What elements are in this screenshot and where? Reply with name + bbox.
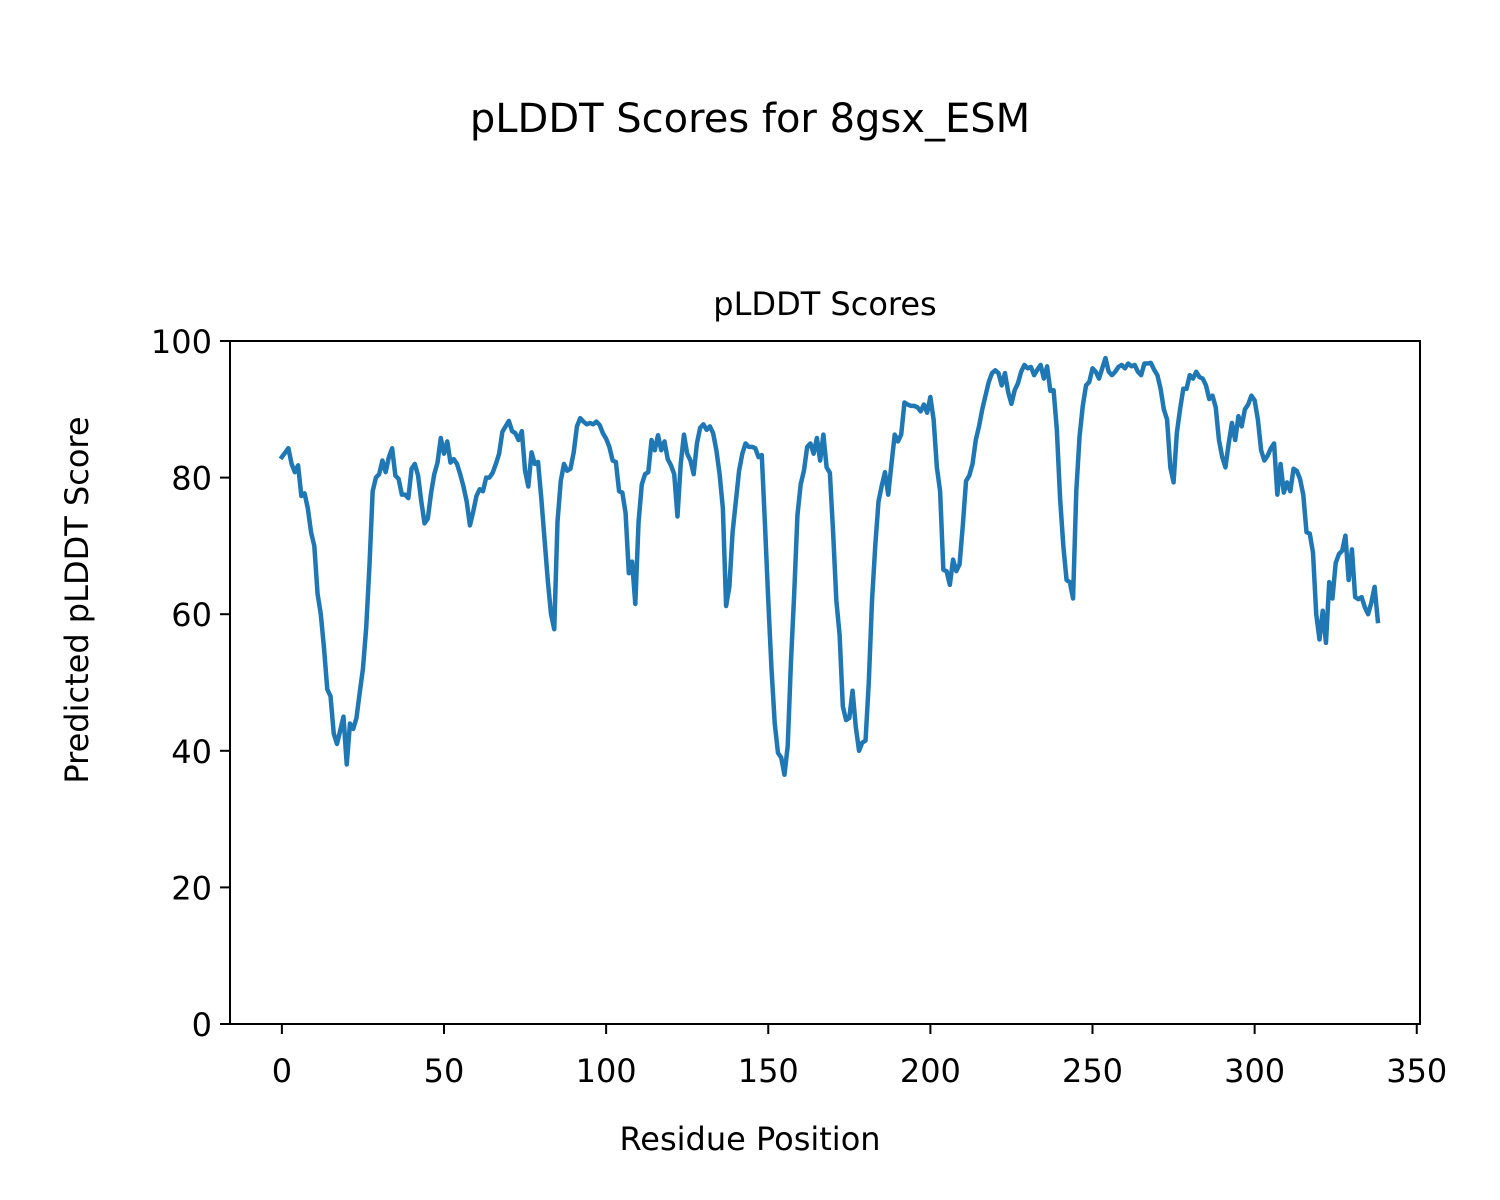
x-tick-label: 250 xyxy=(1062,1052,1123,1090)
axes-title: pLDDT Scores xyxy=(713,285,936,323)
y-tick-label: 20 xyxy=(171,869,212,907)
y-tick-label: 40 xyxy=(171,733,212,771)
x-axis-label: Residue Position xyxy=(619,1120,880,1158)
y-tick-label: 0 xyxy=(192,1006,212,1044)
y-tick-label: 60 xyxy=(171,596,212,634)
axes-frame xyxy=(229,340,1421,1025)
y-tick-label: 80 xyxy=(171,460,212,498)
y-tick-label: 100 xyxy=(151,323,212,361)
plot-area xyxy=(278,355,1381,777)
x-tick-label: 50 xyxy=(424,1052,465,1090)
x-tick-label: 150 xyxy=(738,1052,799,1090)
figure-suptitle: pLDDT Scores for 8gsx_ESM xyxy=(470,96,1030,142)
y-axis: 0 20 40 60 80 100 xyxy=(151,323,230,1044)
x-tick-label: 0 xyxy=(272,1052,292,1090)
plddt-series-line xyxy=(278,355,1381,777)
x-axis: 0 50 100 150 200 250 300 350 xyxy=(272,1024,1447,1090)
x-tick-label: 350 xyxy=(1386,1052,1447,1090)
x-tick-label: 300 xyxy=(1224,1052,1285,1090)
x-tick-label: 100 xyxy=(576,1052,637,1090)
y-axis-label: Predicted pLDDT Score xyxy=(58,416,96,783)
x-tick-label: 200 xyxy=(900,1052,961,1090)
